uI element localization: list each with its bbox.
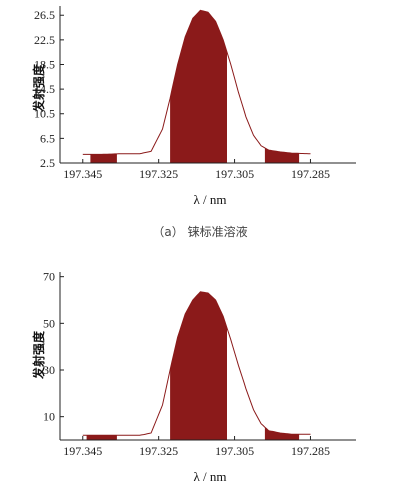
y-tick-label: 2.5 [40, 156, 55, 170]
y-tick-label: 18.5 [34, 57, 55, 71]
y-tick-label: 22.5 [34, 33, 55, 47]
chart-panel-a: 发射强度 λ / nm （a） 铼标准溶液 2.5 6.5 10.5 14.5 18.5… [31, 6, 356, 239]
shaded-area-0 [86, 435, 117, 440]
chart-caption: （a） 铼标准溶液 [152, 224, 247, 239]
x-tick-label: 197.345 [63, 167, 102, 181]
x-tick-label: 197.305 [215, 167, 254, 181]
y-tick-label: 70 [43, 270, 55, 284]
y-axis-label: 发射强度 [31, 330, 46, 380]
y-tick-label: 26.5 [34, 8, 55, 22]
y-tick-label: 10.5 [34, 107, 55, 121]
x-tick-label: 197.305 [215, 444, 254, 458]
shaded-area-1 [170, 292, 227, 440]
shaded-area-1 [170, 10, 227, 163]
x-axis-label: λ / nm [193, 192, 226, 207]
x-axis-label: λ / nm [193, 469, 226, 484]
y-axis-label: 发射强度 [31, 63, 46, 113]
y-tick-label: 10 [43, 410, 55, 424]
y-tick-label: 14.5 [34, 82, 55, 96]
shaded-area-0 [90, 153, 117, 163]
x-tick-label: 197.345 [63, 444, 102, 458]
x-tick-label: 197.285 [291, 167, 330, 181]
y-tick-label: 50 [43, 316, 55, 330]
chart-panel-b: 发射强度 λ / nm 10 30 50 70 197.345 197.325 197.30… [31, 270, 356, 484]
shaded-area-2 [264, 147, 300, 163]
y-tick-label: 6.5 [40, 131, 55, 145]
x-tick-label: 197.325 [139, 167, 178, 181]
y-tick-label: 30 [43, 363, 55, 377]
emission-curve [82, 291, 311, 436]
x-tick-label: 197.285 [291, 444, 330, 458]
emission-curve [82, 9, 311, 155]
x-tick-label: 197.325 [139, 444, 178, 458]
